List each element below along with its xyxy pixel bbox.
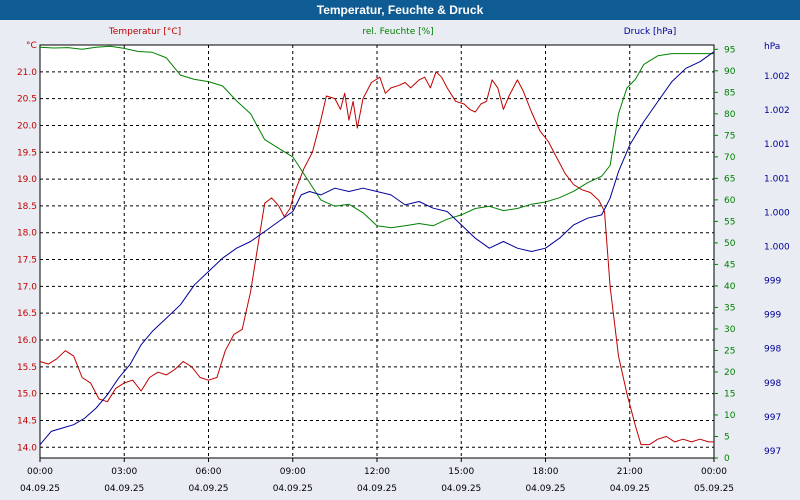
- chart-canvas: Temperatur [°C] °C rel. Feuchte [%] Druc…: [0, 20, 800, 500]
- x-tick-time: 12:00: [364, 467, 390, 477]
- humidity-tick-labels: 0 5 10 15 20 25 30 35 40 45 50 55 60 65 70 75 80 85 90 95: [714, 45, 736, 464]
- humidity-tick-label: 70: [724, 153, 736, 163]
- x-tick-time: 00:00: [27, 467, 53, 477]
- temperature-tick-label: 14.5: [17, 416, 37, 426]
- pressure-tick-label: 1.002: [764, 106, 790, 116]
- pressure-tick-labels: 997 997 998 998 999 999 1.000 1.000 1.001 1.001 1.…: [764, 72, 790, 457]
- humidity-tick-label: 45: [724, 260, 735, 270]
- pressure-tick-label: 1.000: [764, 242, 790, 252]
- x-tick-date: 04.09.25: [357, 484, 397, 494]
- temperature-tick-labels: 14.0 14.5 15.0 15.5 16.0 16.5 17.0 17.5 18.0 18.5…: [17, 68, 37, 453]
- x-tick-date: 04.09.25: [273, 484, 313, 494]
- temperature-tick-label: 20.0: [17, 121, 37, 131]
- humidity-tick-label: 20: [724, 368, 736, 378]
- x-tick-time: 21:00: [617, 467, 643, 477]
- humidity-tick-label: 50: [724, 239, 736, 249]
- humidity-tick-label: 55: [724, 217, 735, 227]
- humidity-tick-label: 15: [724, 389, 735, 399]
- humidity-tick-label: 85: [724, 88, 735, 98]
- pressure-tick-label: 997: [764, 413, 781, 423]
- pressure-tick-label: 1.001: [764, 174, 790, 184]
- x-tick-time: 15:00: [448, 467, 474, 477]
- temperature-tick-label: 16.0: [17, 336, 37, 346]
- temperature-tick-label: 14.0: [17, 443, 37, 453]
- x-tick-time: 00:00: [701, 467, 727, 477]
- temperature-tick-label: 18.0: [17, 229, 37, 239]
- humidity-tick-label: 40: [724, 282, 736, 292]
- x-tick-date: 05.09.25: [694, 484, 734, 494]
- series-line-pressure: [39, 51, 715, 446]
- temperature-tick-label: 15.5: [17, 363, 37, 373]
- series-line-temperature: [39, 71, 714, 446]
- pressure-tick-label: 999: [764, 311, 781, 321]
- x-tick-time: 09:00: [280, 467, 306, 477]
- humidity-tick-label: 90: [724, 67, 736, 77]
- temperature-axis-label: Temperatur [°C]: [108, 27, 181, 37]
- temperature-tick-label: 21.0: [17, 68, 37, 78]
- pressure-axis-unit: hPa: [764, 42, 780, 52]
- humidity-tick-label: 35: [724, 303, 735, 313]
- humidity-tick-label: 60: [724, 196, 736, 206]
- pressure-tick-label: 999: [764, 277, 781, 287]
- humidity-tick-label: 25: [724, 346, 735, 356]
- humidity-tick-label: 10: [724, 411, 736, 421]
- x-tick-date: 04.09.25: [610, 484, 650, 494]
- pressure-tick-label: 1.000: [764, 208, 790, 218]
- series-line-humidity: [39, 45, 714, 229]
- pressure-tick-label: 998: [764, 379, 781, 389]
- humidity-axis-label: rel. Feuchte [%]: [362, 27, 433, 37]
- series-lines: [39, 45, 715, 446]
- temperature-tick-label: 17.0: [17, 282, 37, 292]
- x-tick-date: 04.09.25: [441, 484, 481, 494]
- temperature-tick-label: 16.5: [17, 309, 37, 319]
- time-tick-labels: 00:00 04.09.25 03:00 04.09.25 06:00 04.09.25 0…: [20, 458, 734, 494]
- x-tick-date: 04.09.25: [20, 484, 60, 494]
- temperature-tick-label: 19.0: [17, 175, 37, 185]
- x-tick-date: 04.09.25: [188, 484, 228, 494]
- x-tick-time: 06:00: [196, 467, 222, 477]
- pressure-tick-label: 1.001: [764, 140, 790, 150]
- grid-lines: [40, 45, 714, 458]
- humidity-tick-label: 30: [724, 325, 736, 335]
- temperature-tick-label: 20.5: [17, 95, 37, 105]
- humidity-tick-label: 80: [724, 110, 736, 120]
- temperature-tick-label: 19.5: [17, 148, 37, 158]
- pressure-tick-label: 997: [764, 447, 781, 457]
- pressure-tick-label: 998: [764, 345, 781, 355]
- temperature-tick-label: 15.0: [17, 390, 37, 400]
- humidity-tick-label: 75: [724, 131, 735, 141]
- temperature-tick-label: 18.5: [17, 202, 37, 212]
- pressure-axis-label: Druck [hPa]: [624, 27, 677, 37]
- x-tick-time: 03:00: [111, 467, 137, 477]
- pressure-tick-label: 1.002: [764, 72, 790, 82]
- x-tick-time: 18:00: [533, 467, 559, 477]
- humidity-tick-label: 5: [724, 432, 730, 442]
- x-tick-date: 04.09.25: [104, 484, 144, 494]
- temperature-tick-label: 17.5: [17, 256, 37, 266]
- humidity-tick-label: 0: [724, 454, 730, 464]
- humidity-tick-label: 95: [724, 45, 735, 55]
- temperature-axis-unit: °C: [26, 41, 37, 51]
- humidity-tick-label: 65: [724, 174, 735, 184]
- chart-window-title: Temperatur, Feuchte & Druck: [0, 0, 800, 20]
- x-tick-date: 04.09.25: [525, 484, 565, 494]
